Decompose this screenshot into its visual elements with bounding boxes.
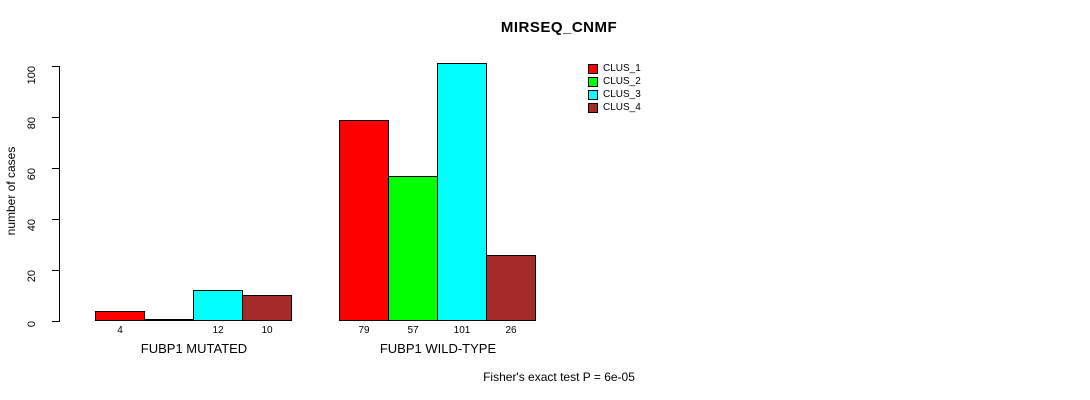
legend-swatch-clus4 xyxy=(588,102,598,113)
legend-item: CLUS_4 xyxy=(588,101,641,114)
legend-item: CLUS_3 xyxy=(588,88,641,101)
legend-swatch-clus1 xyxy=(588,63,598,74)
bar-clus_3-group0 xyxy=(193,290,243,321)
bar-value-label: 10 xyxy=(261,325,273,336)
bar-clus_2-group1 xyxy=(388,176,438,321)
y-tick-label-text: 40 xyxy=(26,219,38,232)
y-tick-label-text: 100 xyxy=(26,65,38,85)
legend-label-clus2: CLUS_2 xyxy=(603,76,641,87)
legend-item: CLUS_2 xyxy=(588,75,641,88)
bar-value-label: 26 xyxy=(505,325,517,336)
legend: CLUS_1 CLUS_2 CLUS_3 CLUS_4 xyxy=(588,62,641,114)
y-tick-label-text: 80 xyxy=(26,117,38,130)
y-tick-mark xyxy=(52,117,59,118)
bar-value-label: 79 xyxy=(358,325,370,336)
legend-swatch-clus3 xyxy=(588,89,598,100)
y-tick-mark xyxy=(52,168,59,169)
chart-title: MIRSEQ_CNMF xyxy=(500,19,618,36)
bar-clus_3-group1 xyxy=(437,63,487,321)
legend-label-clus4: CLUS_4 xyxy=(603,102,641,113)
legend-swatch-clus2 xyxy=(588,76,598,87)
footnote-pvalue: Fisher's exact test P = 6e-05 xyxy=(483,370,635,384)
legend-label-clus1: CLUS_1 xyxy=(603,63,641,74)
y-axis-label: number of cases xyxy=(4,146,18,236)
bar-clus_2-group0 xyxy=(144,319,194,321)
legend-label-clus3: CLUS_3 xyxy=(603,89,641,100)
legend-item: CLUS_1 xyxy=(588,62,641,75)
bar-value-label: 101 xyxy=(453,325,471,336)
y-tick-mark xyxy=(52,66,59,67)
x-category-label-mutated: FUBP1 MUTATED xyxy=(140,341,248,356)
y-tick-mark xyxy=(52,321,59,322)
bar-value-label: 4 xyxy=(117,325,123,336)
y-tick-label-text: 60 xyxy=(26,168,38,181)
y-tick-label-text: 20 xyxy=(26,270,38,283)
x-category-label-wild-type: FUBP1 WILD-TYPE xyxy=(379,341,497,356)
y-tick-label-text: 0 xyxy=(26,321,38,328)
bar-clus_4-group1 xyxy=(486,255,536,321)
y-tick-mark xyxy=(52,270,59,271)
y-axis-line xyxy=(59,66,60,322)
y-tick-mark xyxy=(52,219,59,220)
bar-value-label: 57 xyxy=(407,325,419,336)
bar-clus_1-group1 xyxy=(339,120,389,321)
bar-value-label: 12 xyxy=(212,325,224,336)
bar-clus_1-group0 xyxy=(95,311,145,321)
bar-clus_4-group0 xyxy=(242,295,292,321)
